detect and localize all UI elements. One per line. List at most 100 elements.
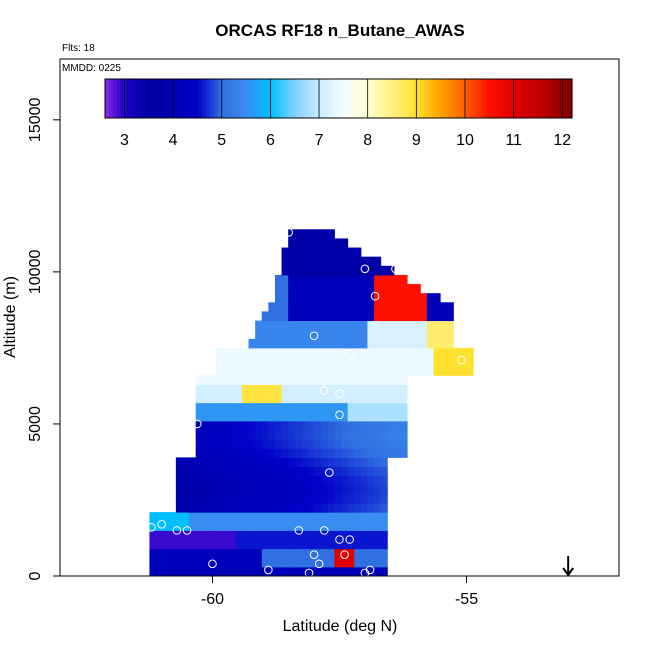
heatmap-cell xyxy=(314,466,322,477)
heatmap-cell xyxy=(235,402,243,413)
colorbar-segment xyxy=(163,79,168,118)
colorbar-segment xyxy=(540,79,546,118)
heatmap-cell xyxy=(341,457,349,468)
heatmap-cell xyxy=(195,493,203,504)
down-arrow-icon xyxy=(562,556,574,577)
heatmap-cell xyxy=(301,521,309,531)
heatmap-cell xyxy=(314,256,322,267)
heatmap-cell xyxy=(268,384,276,395)
heatmap-cell xyxy=(235,530,243,541)
heatmap-cell xyxy=(413,366,421,376)
heatmap-cell xyxy=(413,284,421,294)
heatmap-cell xyxy=(195,411,203,422)
heatmap-cell xyxy=(215,439,223,449)
heatmap-cell xyxy=(255,512,263,522)
heatmap-cell xyxy=(367,430,375,440)
heatmap-cell xyxy=(294,466,302,477)
sample-point xyxy=(264,565,273,575)
heatmap-cell xyxy=(281,430,289,440)
colorbar-segment xyxy=(533,79,538,118)
heatmap-cell xyxy=(195,530,203,541)
colorbar-tick-label: 9 xyxy=(412,132,421,149)
heatmap-cell xyxy=(367,411,375,422)
plot-frame xyxy=(59,58,620,577)
heatmap-cell xyxy=(175,539,183,550)
heatmap-cell xyxy=(341,256,349,267)
colorbar-segment xyxy=(178,79,184,118)
heatmap-cell xyxy=(288,439,296,449)
heatmap-cell xyxy=(380,566,388,577)
heatmap-cell xyxy=(294,357,302,367)
heatmap-cell xyxy=(255,448,263,458)
heatmap-cell xyxy=(288,347,296,358)
heatmap-cell xyxy=(374,375,382,385)
heatmap-cell xyxy=(327,311,335,322)
colorbar-segment xyxy=(159,79,164,118)
heatmap-cell xyxy=(281,311,289,322)
heatmap-cell xyxy=(321,493,329,504)
heatmap-cell xyxy=(149,548,157,559)
heatmap-cell xyxy=(413,311,421,322)
heatmap-cell xyxy=(314,512,322,522)
heatmap-cell xyxy=(347,265,355,276)
heatmap-cell xyxy=(341,366,349,376)
heatmap-cell xyxy=(307,293,316,303)
heatmap-cell xyxy=(367,466,375,477)
heatmap-cell xyxy=(400,284,408,294)
heatmap-cell xyxy=(400,329,408,340)
heatmap-cell xyxy=(268,484,276,495)
heatmap-cell xyxy=(341,493,349,504)
heatmap-cell xyxy=(380,539,388,550)
heatmap-cell xyxy=(354,357,362,367)
heatmap-cell xyxy=(288,503,296,513)
heatmap-cell xyxy=(268,493,276,504)
heatmap-cell xyxy=(268,430,276,440)
heatmap-cell xyxy=(393,311,401,322)
colorbar-segment xyxy=(319,79,324,118)
heatmap-cell xyxy=(341,274,349,285)
heatmap-cell xyxy=(307,238,316,249)
heatmap-cell xyxy=(215,393,223,404)
heatmap-cell xyxy=(400,366,408,376)
heatmap-cell xyxy=(347,539,355,550)
heatmap-cell xyxy=(314,530,322,541)
heatmap-cell xyxy=(288,375,296,385)
heatmap-cell xyxy=(215,530,223,541)
heatmap-cell xyxy=(307,548,316,559)
heatmap-cell xyxy=(367,512,375,522)
heatmap-cell xyxy=(374,448,382,458)
heatmap-cell xyxy=(294,320,302,331)
sample-point xyxy=(335,410,344,420)
heatmap-cell xyxy=(301,475,309,486)
heatmap-cell xyxy=(255,475,263,486)
colorbar-segment xyxy=(361,79,367,118)
heatmap-cell xyxy=(162,557,170,568)
heatmap-cell xyxy=(301,265,309,276)
heatmap-cell xyxy=(440,338,448,349)
heatmap-cell xyxy=(446,347,454,358)
colorbar-tick-label: 10 xyxy=(456,132,474,149)
heatmap-cell xyxy=(268,338,276,349)
heatmap-cell xyxy=(307,393,316,404)
heatmap-cell xyxy=(301,338,309,349)
heatmap-cell xyxy=(222,375,230,385)
heatmap-cell xyxy=(400,357,408,367)
heatmap-cell xyxy=(208,420,217,431)
heatmap-cell xyxy=(374,512,382,522)
heatmap-cell xyxy=(334,411,342,422)
heatmap-cell xyxy=(156,512,164,522)
heatmap-cell xyxy=(235,430,243,440)
heatmap-cell xyxy=(281,539,289,550)
heatmap-cell xyxy=(235,557,243,568)
heatmap-cell xyxy=(261,411,269,422)
heatmap-cell xyxy=(327,256,335,267)
heatmap-cell xyxy=(334,320,342,331)
colorbar-segment xyxy=(315,79,320,118)
heatmap-cell xyxy=(400,448,408,458)
heatmap-cell xyxy=(360,302,368,312)
heatmap-cell xyxy=(374,439,382,449)
heatmap-cell xyxy=(334,539,342,550)
heatmap-cell xyxy=(341,512,349,522)
heatmap-cell xyxy=(215,402,223,413)
heatmap-cell xyxy=(202,530,210,541)
